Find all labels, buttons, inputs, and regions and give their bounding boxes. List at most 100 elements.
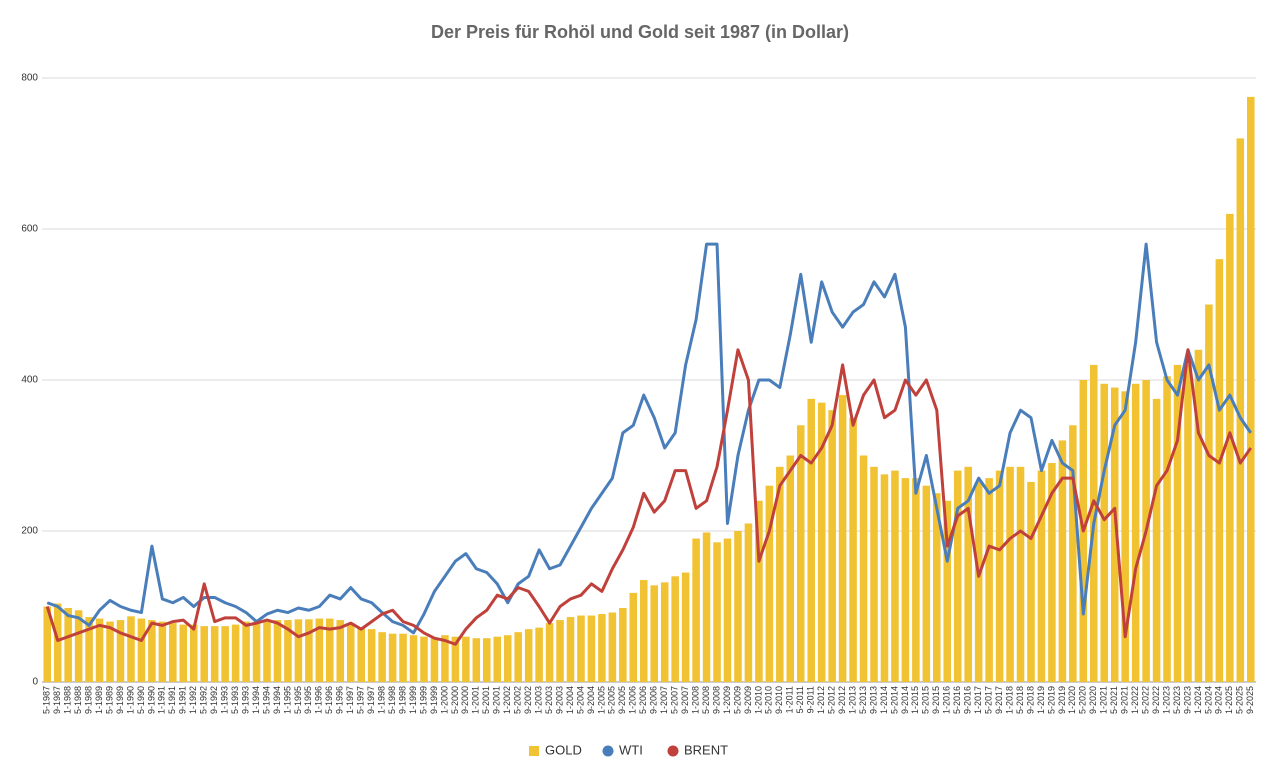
bar — [964, 466, 972, 682]
bar — [524, 629, 533, 682]
x-tick-label: 5-2020 — [1078, 686, 1088, 714]
x-tick-label: 1-2018 — [1004, 686, 1014, 714]
bar — [158, 621, 167, 682]
bar — [305, 619, 313, 682]
bar — [995, 470, 1004, 682]
x-tick-label: 1-1994 — [251, 686, 261, 714]
x-tick-label: 9-2024 — [1214, 686, 1224, 714]
bar — [462, 636, 470, 682]
bar — [179, 624, 188, 682]
bar — [1048, 463, 1056, 682]
x-tick-label: 5-2008 — [701, 686, 711, 714]
x-tick-label: 1-2003 — [533, 686, 543, 714]
bar — [1058, 440, 1067, 682]
bar — [1069, 425, 1077, 682]
bar — [127, 616, 135, 682]
bar — [315, 618, 324, 682]
bar — [545, 623, 554, 682]
x-tick-label: 9-1988 — [83, 686, 93, 714]
bar — [755, 500, 763, 682]
x-tick-label: 9-2007 — [680, 686, 690, 714]
bar — [943, 500, 952, 682]
y-tick-label: 600 — [21, 224, 38, 235]
bar — [713, 542, 721, 682]
bar — [483, 638, 491, 682]
line-series — [46, 242, 1253, 635]
x-tick-label: 1-2007 — [659, 686, 669, 714]
bar — [64, 608, 72, 682]
x-tick-label: 5-2025 — [1235, 686, 1245, 714]
x-tick-label: 1-2000 — [439, 686, 449, 714]
x-tick-label: 1-2013 — [847, 686, 857, 714]
x-tick-label: 1-2010 — [753, 686, 763, 714]
bar — [535, 627, 543, 682]
bar — [514, 632, 522, 682]
x-tick-label: 1-1997 — [345, 686, 355, 714]
y-tick-label: 800 — [21, 73, 38, 84]
x-tick-label: 5-2018 — [1015, 686, 1025, 714]
x-tick-label: 5-1987 — [42, 686, 52, 714]
bar — [294, 619, 303, 682]
bar — [284, 620, 292, 682]
legend-label: BRENT — [684, 742, 728, 757]
bar — [629, 592, 638, 682]
bar — [1121, 391, 1129, 682]
x-tick-label: 9-2005 — [617, 686, 627, 714]
bar — [744, 523, 753, 682]
x-tick-label: 1-2006 — [628, 686, 638, 714]
x-tick-label: 1-2017 — [973, 686, 983, 714]
x-tick-label: 1-1991 — [157, 686, 167, 714]
bar — [859, 455, 868, 682]
bar — [587, 615, 596, 682]
y-tick-label: 400 — [21, 375, 38, 386]
x-tick-label: 1-2016 — [942, 686, 952, 714]
bar — [870, 466, 878, 682]
x-tick-label: 9-2015 — [931, 686, 941, 714]
x-tick-label: 9-2021 — [1120, 686, 1130, 714]
x-tick-label: 5-2019 — [1046, 686, 1056, 714]
bar — [221, 626, 229, 682]
x-tick-label: 5-1996 — [324, 686, 334, 714]
bar — [148, 620, 156, 682]
bar — [901, 478, 910, 682]
bar — [326, 618, 334, 682]
x-tick-label: 9-2003 — [554, 686, 564, 714]
bar — [556, 620, 564, 682]
bar — [734, 531, 742, 682]
bar — [346, 623, 355, 682]
x-tick-label: 1-1993 — [220, 686, 230, 714]
legend-item: WTI — [602, 742, 643, 757]
bar — [210, 626, 219, 682]
bar — [409, 635, 418, 682]
bar — [1184, 364, 1192, 682]
x-tick-label: 9-2023 — [1182, 686, 1192, 714]
bar — [891, 470, 899, 682]
bar — [273, 620, 282, 682]
x-tick-label: 1-1988 — [63, 686, 73, 714]
x-tick-label: 5-2022 — [1140, 686, 1150, 714]
x-tick-label: 5-2001 — [481, 686, 491, 714]
bar — [95, 618, 104, 682]
x-tick-label: 5-1989 — [104, 686, 114, 714]
x-tick-label: 5-1991 — [167, 686, 177, 714]
x-tick-label: 9-2018 — [1025, 686, 1035, 714]
x-tick-label: 9-2008 — [711, 686, 721, 714]
x-tick-label: 9-1995 — [303, 686, 313, 714]
bar — [116, 620, 125, 682]
x-tick-label: 5-1998 — [387, 686, 397, 714]
x-tick-label: 5-1997 — [356, 686, 366, 714]
bar — [1006, 466, 1014, 682]
bar — [786, 455, 795, 682]
x-tick-label: 1-2014 — [879, 686, 889, 714]
x-tick-label: 9-1998 — [397, 686, 407, 714]
bar — [1152, 398, 1161, 682]
bar — [828, 410, 836, 682]
bar — [378, 632, 386, 682]
x-tick-label: 5-2010 — [764, 686, 774, 714]
x-tick-label: 1-1998 — [377, 686, 387, 714]
bar — [200, 626, 208, 682]
x-tick-label: 9-1997 — [366, 686, 376, 714]
bar — [838, 395, 847, 682]
x-tick-label: 9-1989 — [115, 686, 125, 714]
bar — [430, 638, 439, 682]
